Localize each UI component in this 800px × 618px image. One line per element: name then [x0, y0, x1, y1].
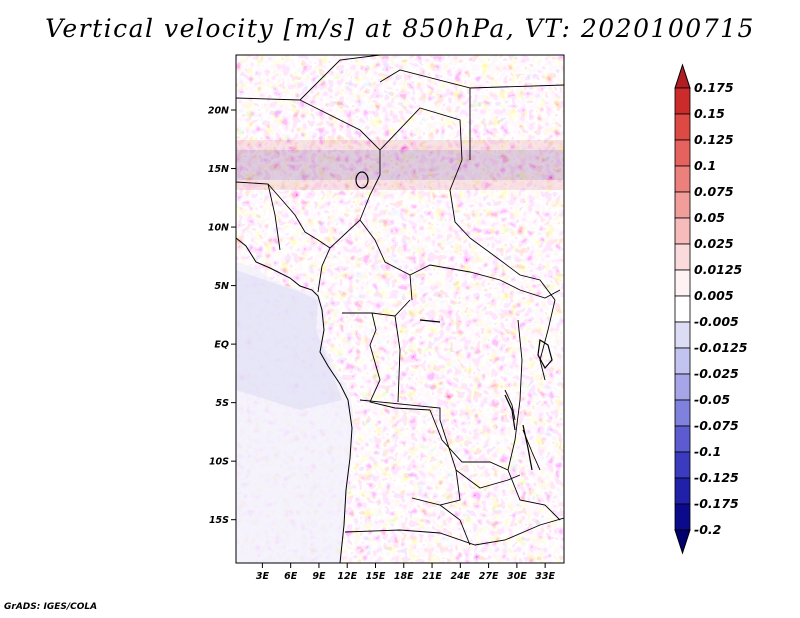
colorbar: 0.175 0.15 0.125 0.1 0.075 0.05 0.025 0.0125 0.0…	[674, 63, 748, 555]
colorbar-swatch	[674, 477, 691, 505]
x-tick-label: 15E	[366, 571, 386, 582]
colorbar-arrow-bottom	[674, 529, 691, 555]
x-tick-label: 9E	[312, 571, 326, 582]
colorbar-swatch	[674, 321, 691, 349]
colorbar-label: -0.075	[694, 418, 739, 433]
x-tick-label: 18E	[394, 571, 414, 582]
colorbar-swatch	[674, 347, 691, 375]
x-tick-label: 3E	[256, 571, 270, 582]
colorbar-swatch	[674, 269, 691, 297]
colorbar-label: -0.005	[694, 314, 739, 329]
colorbar-swatch	[674, 165, 691, 193]
colorbar-label: 0.15	[694, 106, 725, 121]
colorbar-label: -0.025	[694, 366, 739, 381]
y-tick-label: EQ	[214, 340, 229, 351]
chart-title: Vertical velocity [m/s] at 850hPa, VT: 2…	[45, 14, 755, 43]
colorbar-label: 0.05	[694, 210, 725, 225]
colorbar-label: -0.125	[694, 470, 739, 485]
x-axis: 3E 6E 9E 12E 15E 18E 21E 24E 27E 30E 33E	[256, 563, 556, 582]
y-tick-label: 15N	[208, 164, 229, 175]
colorbar-label: 0.125	[694, 132, 734, 147]
colorbar-swatch	[674, 243, 691, 271]
y-tick-label: 20N	[208, 106, 229, 117]
colorbar-label: 0.025	[694, 236, 734, 251]
colorbar-swatch	[674, 425, 691, 453]
map-plot-area	[236, 55, 564, 563]
colorbar-swatch	[674, 451, 691, 479]
colorbar-swatch	[674, 87, 691, 115]
colorbar-swatch	[674, 191, 691, 219]
grads-credit: GrADS: IGES/COLA	[4, 602, 98, 612]
x-tick-label: 12E	[337, 571, 357, 582]
y-tick-label: 15S	[209, 515, 229, 526]
colorbar-label: 0.175	[694, 80, 734, 95]
x-tick-label: 33E	[535, 571, 555, 582]
colorbar-label: -0.05	[694, 392, 730, 407]
y-axis: 20N 15N 10N 5N EQ 5S 10S 15S	[208, 106, 236, 526]
x-tick-label: 27E	[479, 571, 499, 582]
map-frame	[235, 54, 565, 564]
x-tick-label: 30E	[507, 571, 527, 582]
x-tick-label: 21E	[422, 571, 442, 582]
colorbar-label: -0.1	[694, 444, 721, 459]
colorbar-label: -0.0125	[694, 340, 748, 355]
colorbar-label: 0.005	[694, 288, 734, 303]
y-tick-label: 5S	[216, 398, 230, 409]
colorbar-label: -0.175	[694, 496, 739, 511]
colorbar-swatch	[674, 113, 691, 141]
colorbar-swatch	[674, 399, 691, 427]
colorbar-swatch	[674, 373, 691, 401]
x-tick-label: 24E	[450, 571, 470, 582]
colorbar-label: 0.0125	[694, 262, 743, 277]
y-tick-label: 10S	[209, 457, 229, 468]
colorbar-arrow-top	[674, 63, 691, 89]
colorbar-swatch	[674, 295, 691, 323]
x-tick-label: 6E	[284, 571, 298, 582]
colorbar-label: 0.075	[694, 184, 734, 199]
colorbar-label: 0.1	[694, 158, 716, 173]
colorbar-swatch	[674, 217, 691, 245]
colorbar-swatch	[674, 503, 691, 531]
y-tick-label: 10N	[208, 223, 229, 234]
colorbar-label: -0.2	[694, 522, 721, 537]
y-tick-label: 5N	[214, 281, 229, 292]
colorbar-swatch	[674, 139, 691, 167]
